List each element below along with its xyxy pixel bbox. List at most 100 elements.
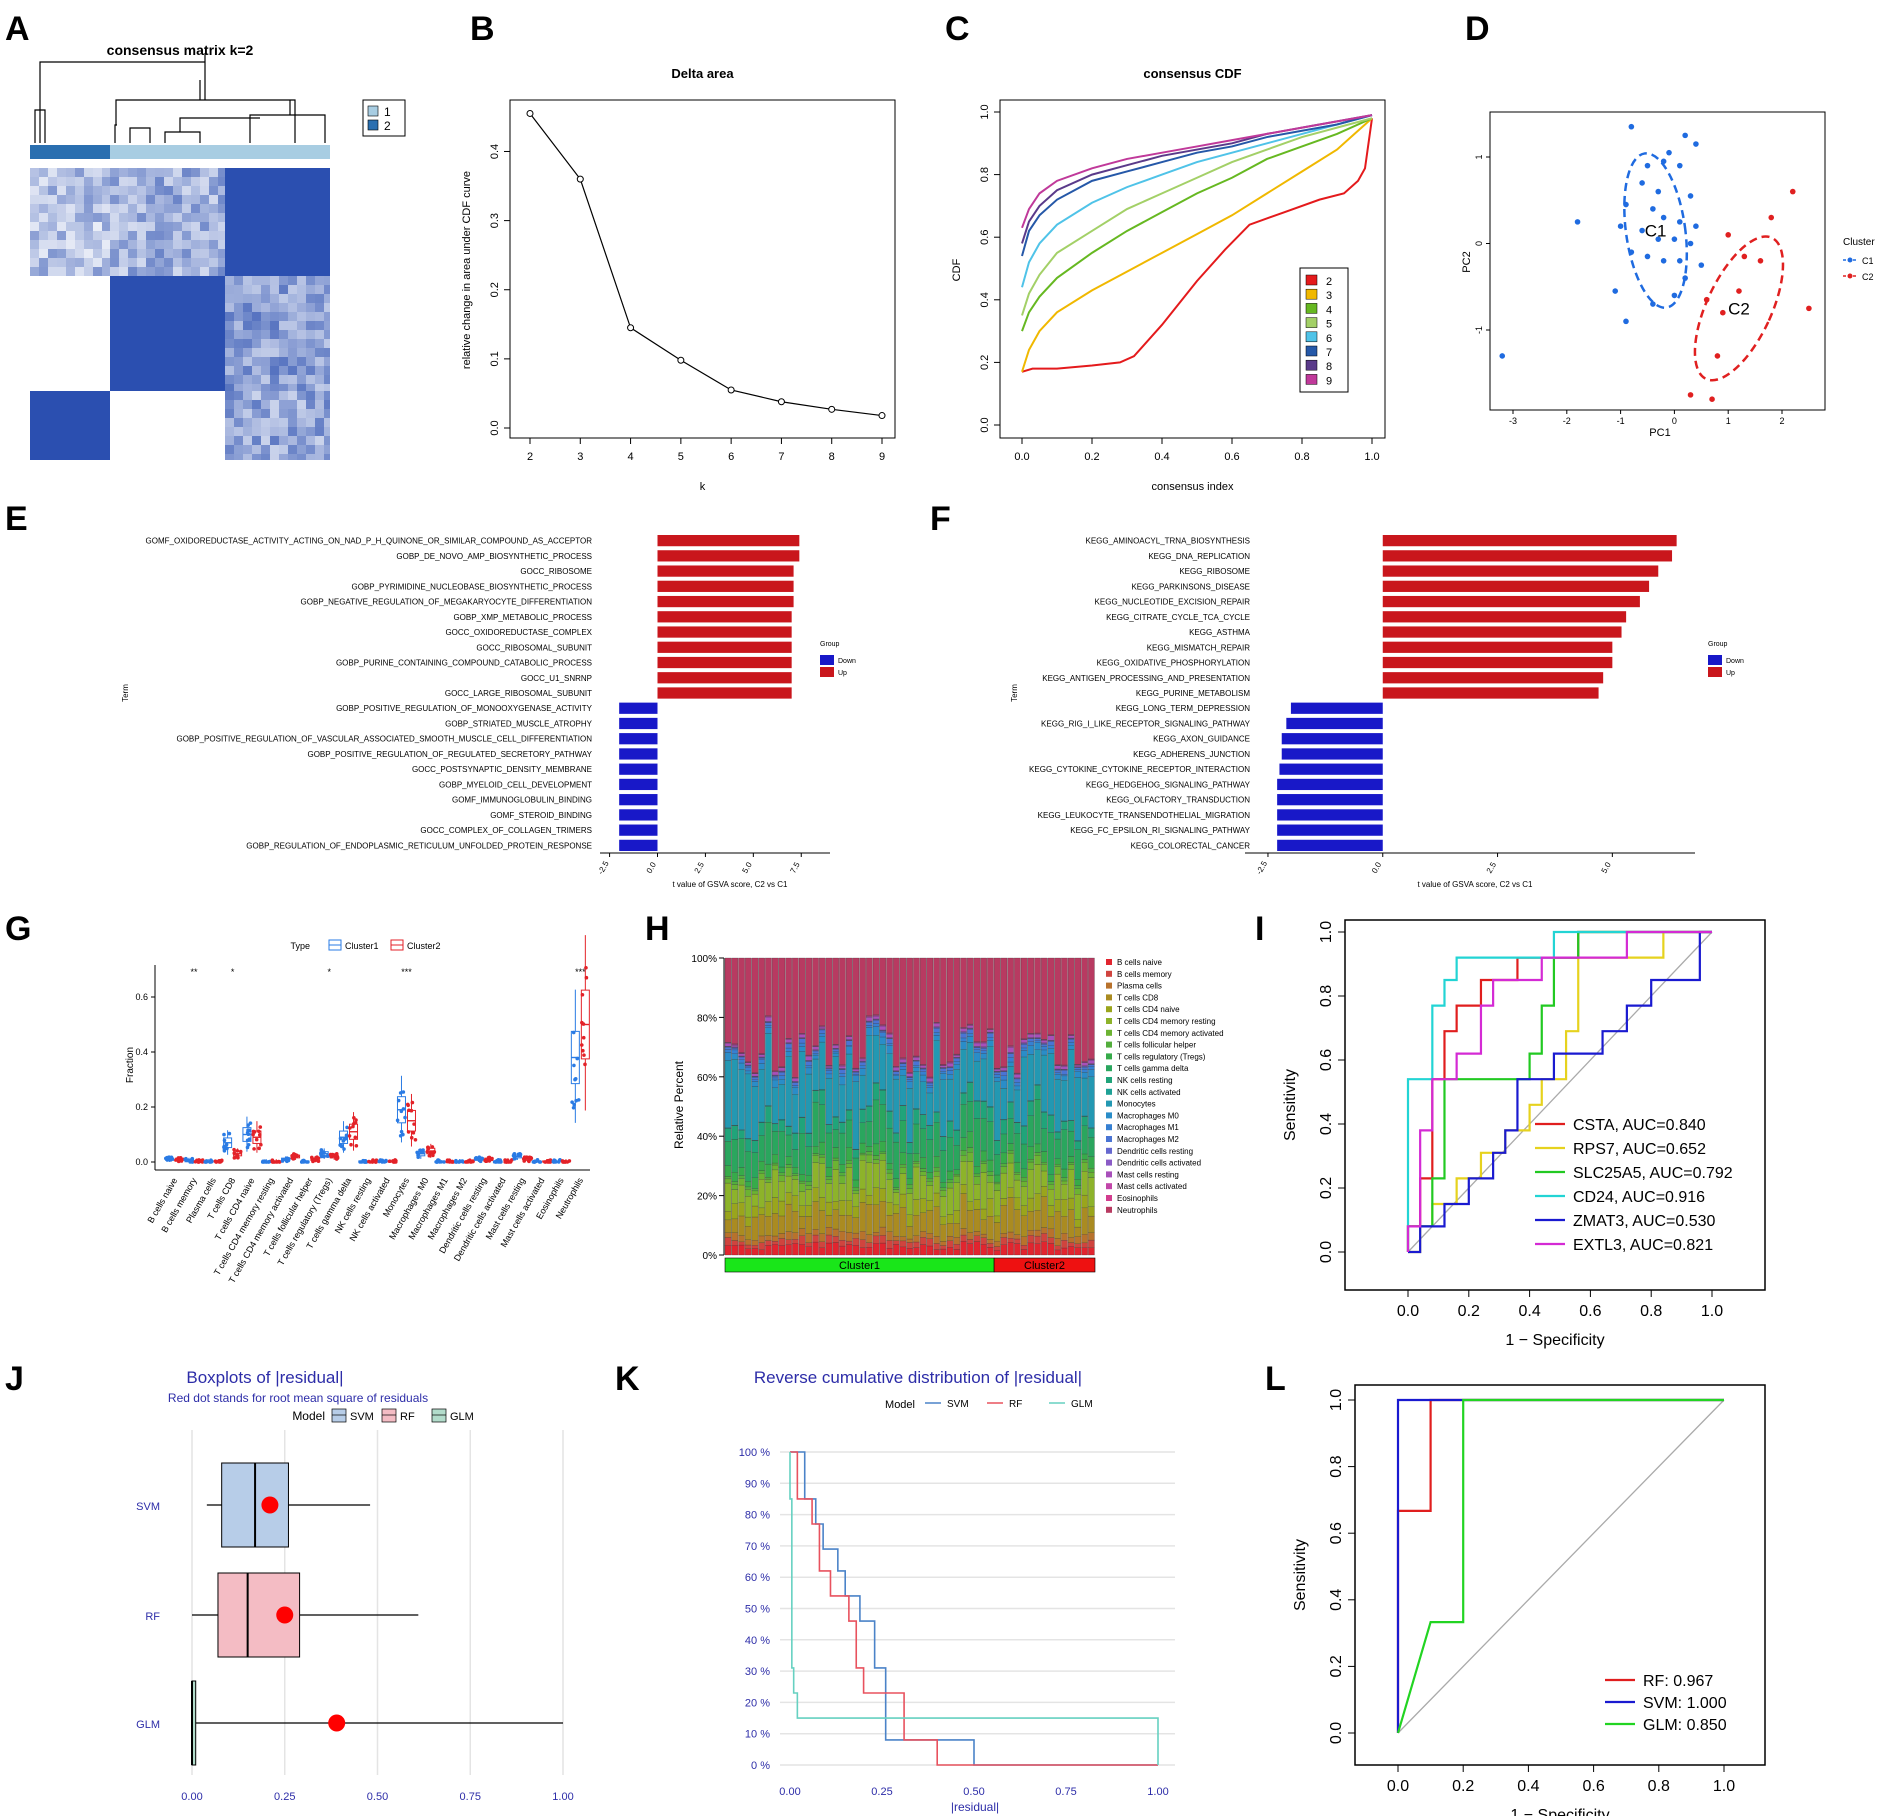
heatmap-cell (200, 204, 209, 213)
stacked-segment (792, 1173, 799, 1176)
stacked-segment (980, 1047, 987, 1051)
heatmap-cell (209, 285, 218, 294)
stacked-segment (987, 1243, 994, 1248)
y-axis-label: Term (1010, 684, 1019, 702)
stacked-segment (765, 1245, 772, 1256)
term-label: KEGG_CYTOKINE_CYTOKINE_RECEPTOR_INTERACT… (1029, 765, 1250, 774)
stacked-segment (1074, 1149, 1082, 1180)
stacked-segment (1088, 1076, 1095, 1128)
heatmap-cell (225, 240, 234, 249)
heatmap-cell (234, 348, 243, 357)
stacked-segment (872, 1143, 880, 1156)
heatmap-cell (218, 312, 225, 321)
stacked-segment (1081, 1068, 1088, 1073)
heatmap-cell (164, 375, 173, 384)
legend-label: T cells CD4 naive (1117, 1005, 1180, 1014)
heatmap-cell (252, 427, 261, 436)
heatmap-cell (234, 384, 243, 391)
stacked-segment (758, 1235, 765, 1243)
heatmap-cell (128, 186, 137, 195)
stacked-segment (859, 1065, 866, 1069)
heatmap-cell (261, 366, 270, 375)
heatmap-cell (261, 445, 270, 454)
x-tick-label: 1.00 (552, 1791, 573, 1803)
stacked-segment (805, 1061, 813, 1066)
heatmap-cell (173, 348, 182, 357)
stacked-segment (738, 1056, 745, 1060)
heatmap-cell (66, 400, 75, 409)
stacked-segment (872, 1035, 880, 1083)
heatmap-cell (173, 330, 182, 339)
heatmap-cell (84, 436, 93, 445)
stacked-segment (899, 1207, 907, 1237)
stacked-segment (1041, 1241, 1048, 1256)
heatmap-cell (270, 303, 279, 312)
heatmap-cell (75, 222, 84, 231)
y-tick-label: 0 (1474, 241, 1484, 246)
heatmap-cell (146, 267, 155, 276)
box-point (584, 965, 588, 970)
heatmap-cell (315, 249, 324, 258)
box-point (513, 1156, 517, 1161)
heatmap-cell (66, 339, 75, 348)
stacked-segment (933, 1176, 940, 1194)
heatmap-cell (297, 436, 306, 445)
x-tick-label: 0.2 (1084, 451, 1099, 463)
heatmap-cell (252, 231, 261, 240)
legend-swatch (1106, 1077, 1112, 1083)
heatmap-cell (102, 339, 110, 348)
stacked-segment (805, 1242, 813, 1247)
heatmap-cell (252, 330, 261, 339)
stacked-segment (1067, 1120, 1075, 1132)
heatmap-cell (209, 213, 218, 222)
heatmap-cell (209, 195, 218, 204)
x-tick-label: 2.5 (1485, 860, 1499, 875)
heatmap-cell (173, 285, 182, 294)
stacked-segment (960, 1161, 967, 1185)
heatmap-cell (324, 321, 330, 330)
heatmap-cell (119, 339, 128, 348)
stacked-segment (731, 1139, 739, 1173)
stacked-segment (1014, 1161, 1021, 1173)
stacked-segment (1074, 1247, 1082, 1256)
heatmap-cell (75, 240, 84, 249)
stacked-segment (1014, 957, 1021, 1074)
heatmap-cell (146, 231, 155, 240)
heatmap-cell (225, 168, 234, 177)
stacked-segment (879, 1201, 887, 1228)
cdf-line-k9 (1021, 114, 1373, 229)
heatmap-cell (218, 375, 225, 384)
heatmap-cell (209, 303, 218, 312)
heatmap-cell (48, 195, 57, 204)
heatmap-cell (119, 375, 128, 384)
stacked-segment (973, 1199, 981, 1210)
stacked-segment (859, 1062, 866, 1066)
stacked-segment (724, 1237, 732, 1246)
stacked-segment (1081, 1194, 1088, 1209)
heatmap-cell (234, 267, 243, 276)
heatmap-cell (39, 321, 48, 330)
gsva-bar (619, 702, 658, 714)
y-tick-label: 0.4 (489, 144, 501, 159)
stacked-segment (751, 1193, 759, 1207)
stacked-segment (946, 1070, 954, 1075)
heatmap-cell (200, 375, 209, 384)
stacked-segment (852, 1073, 860, 1076)
cdf-line-k2 (1021, 118, 1373, 373)
stacked-segment (973, 1235, 981, 1242)
stacked-segment (973, 1173, 981, 1177)
heatmap-cell (297, 267, 306, 276)
stacked-segment (919, 1231, 927, 1238)
heatmap-cell (164, 303, 173, 312)
heatmap-cell (84, 375, 93, 384)
heatmap-cell (57, 384, 66, 391)
heatmap-cell (48, 339, 57, 348)
panel-letter-D: D (1465, 10, 1490, 48)
stacked-segment (812, 1058, 819, 1091)
stacked-segment (1041, 1164, 1048, 1172)
heatmap-cell (252, 375, 261, 384)
stacked-segment (792, 1211, 799, 1233)
heatmap-cell (200, 195, 209, 204)
stacked-segment (825, 1227, 833, 1236)
heatmap-cell (48, 427, 57, 436)
